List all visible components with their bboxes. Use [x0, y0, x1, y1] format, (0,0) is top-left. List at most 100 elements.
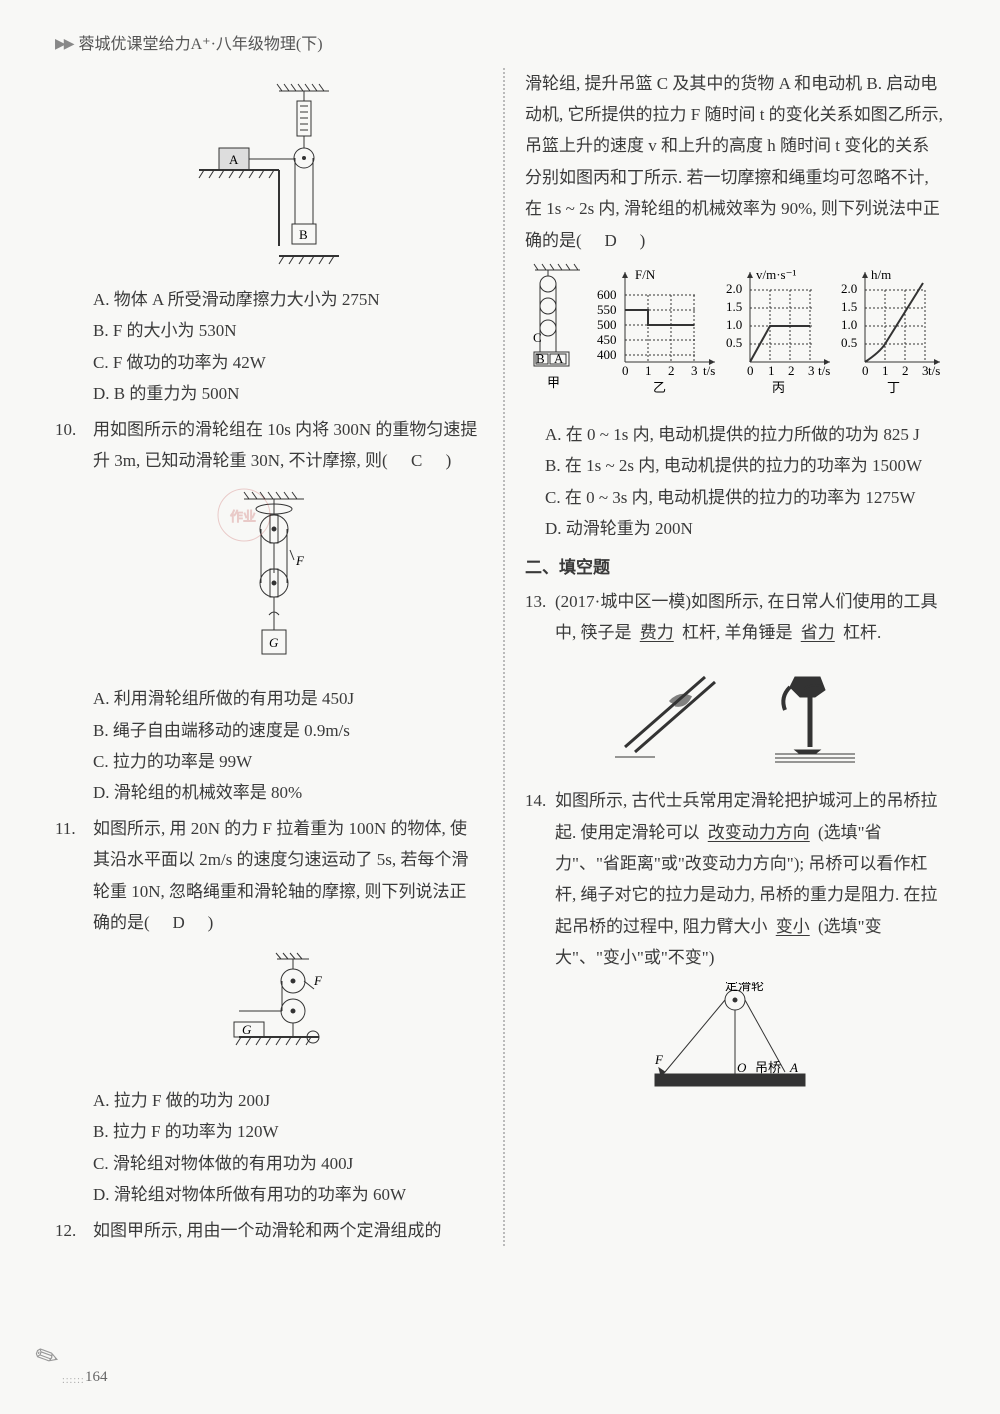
q11-answer: D — [167, 907, 191, 938]
q9-choices: A. 物体 A 所受滑动摩擦力大小为 275N B. F 的大小为 530N C… — [55, 284, 483, 410]
q14-blank2: 变小 — [772, 917, 814, 936]
q10-answer: C — [405, 445, 429, 476]
svg-text:F/N: F/N — [635, 267, 656, 282]
svg-text:2: 2 — [902, 363, 909, 378]
q12-num: 12. — [55, 1215, 93, 1246]
svg-text:B: B — [299, 227, 308, 242]
q10-opt-a: A. 利用滑轮组所做的有用功是 450J — [93, 683, 483, 714]
page-number: 164 — [85, 1364, 108, 1392]
pulley-diagram-q9: A B — [189, 76, 349, 266]
q10-opt-d: D. 滑轮组的机械效率是 80% — [93, 777, 483, 808]
svg-text:O: O — [737, 1060, 747, 1075]
svg-text:1.5: 1.5 — [841, 299, 857, 314]
svg-text:F: F — [295, 553, 305, 568]
svg-text:v/m·s⁻¹: v/m·s⁻¹ — [756, 267, 796, 282]
svg-text:B: B — [536, 351, 545, 366]
q12-choices: A. 在 0 ~ 1s 内, 电动机提供的拉力所做的功为 825 J B. 在 … — [525, 419, 945, 545]
book-title: 蓉城优课堂给力A⁺·八年级物理(下) — [79, 30, 323, 60]
q14-num: 14. — [525, 785, 555, 974]
svg-text:0.5: 0.5 — [726, 335, 742, 350]
svg-text:1: 1 — [645, 363, 652, 378]
svg-text:2.0: 2.0 — [841, 281, 857, 296]
q9-opt-c: C. F 做功的功率为 42W — [93, 347, 483, 378]
q11-num: 11. — [55, 813, 93, 939]
svg-text:吊桥: 吊桥 — [755, 1060, 781, 1075]
q11: 11. 如图所示, 用 20N 的力 F 拉着重为 100N 的物体, 使其沿水… — [55, 813, 483, 939]
q13-figure — [525, 657, 945, 777]
svg-text:1: 1 — [768, 363, 775, 378]
q12-cont: 滑轮组, 提升吊篮 C 及其中的货物 A 和电动机 B. 启动电动机, 它所提供… — [525, 68, 945, 257]
dots-icon: :::::: — [62, 1372, 85, 1391]
svg-text:450: 450 — [597, 332, 617, 347]
q12: 12. 如图甲所示, 用由一个动滑轮和两个定滑组成的 — [55, 1215, 483, 1246]
q12-opt-c: C. 在 0 ~ 3s 内, 电动机提供的拉力的功率为 1275W — [545, 482, 945, 513]
svg-text:2: 2 — [668, 363, 675, 378]
q10-opt-b: B. 绳子自由端移动的速度是 0.9m/s — [93, 715, 483, 746]
q12-graphs: B A C 甲 F/N t/s 400 450 500 550 600 — [525, 262, 945, 412]
q10-figure: F G 作业 — [55, 485, 483, 675]
svg-text:C: C — [533, 330, 542, 345]
q11-figure: G F — [55, 947, 483, 1077]
q10-opt-c: C. 拉力的功率是 99W — [93, 746, 483, 777]
q11-opt-b: B. 拉力 F 的功率为 120W — [93, 1116, 483, 1147]
q10-choices: A. 利用滑轮组所做的有用功是 450J B. 绳子自由端移动的速度是 0.9m… — [55, 683, 483, 809]
q9-opt-b: B. F 的大小为 530N — [93, 315, 483, 346]
q12-opt-b: B. 在 1s ~ 2s 内, 电动机提供的拉力的功率为 1500W — [545, 450, 945, 481]
q13-num: 13. — [525, 586, 555, 649]
svg-text:定滑轮: 定滑轮 — [725, 982, 764, 993]
svg-text:600: 600 — [597, 287, 617, 302]
svg-text:F: F — [313, 973, 323, 988]
svg-text:t/s: t/s — [818, 363, 830, 378]
svg-text:2: 2 — [788, 363, 795, 378]
q11-opt-c: C. 滑轮组对物体做的有用功为 400J — [93, 1148, 483, 1179]
q13-blank1: 费力 — [636, 623, 678, 642]
svg-text:400: 400 — [597, 347, 617, 362]
svg-text:1: 1 — [882, 363, 889, 378]
page-header: ▶▶ 蓉城优课堂给力A⁺·八年级物理(下) — [55, 30, 945, 60]
svg-text:1.0: 1.0 — [841, 317, 857, 332]
svg-text:h/m: h/m — [871, 267, 891, 282]
q14-stem: 如图所示, 古代士兵常用定滑轮把护城河上的吊桥拉起. 使用定滑轮可以 改变动力方… — [555, 785, 945, 974]
q14: 14. 如图所示, 古代士兵常用定滑轮把护城河上的吊桥拉起. 使用定滑轮可以 改… — [525, 785, 945, 974]
svg-text:A: A — [554, 351, 564, 366]
left-column: A B A. 物体 A 所受滑动摩擦力大小为 275N — [55, 68, 483, 1247]
svg-text:甲: 甲 — [547, 375, 560, 390]
svg-text:0: 0 — [622, 363, 629, 378]
svg-text:F: F — [654, 1052, 664, 1067]
q14-figure: 定滑轮 F O 吊桥 A — [525, 982, 945, 1112]
q12-stem: 如图甲所示, 用由一个动滑轮和两个定滑组成的 — [93, 1215, 483, 1246]
svg-text:1.5: 1.5 — [726, 299, 742, 314]
svg-text:乙: 乙 — [653, 380, 666, 395]
q10: 10. 用如图所示的滑轮组在 10s 内将 300N 的重物匀速提升 3m, 已… — [55, 414, 483, 477]
q10-num: 10. — [55, 414, 93, 477]
svg-text:3: 3 — [922, 363, 929, 378]
svg-text:t/s: t/s — [928, 363, 940, 378]
svg-text:丁: 丁 — [887, 380, 900, 395]
svg-text:1.0: 1.0 — [726, 317, 742, 332]
svg-text:3: 3 — [691, 363, 698, 378]
svg-text:500: 500 — [597, 317, 617, 332]
svg-text:0.5: 0.5 — [841, 335, 857, 350]
svg-text:A: A — [789, 1060, 798, 1075]
svg-text:t/s: t/s — [703, 363, 715, 378]
svg-text:3: 3 — [808, 363, 815, 378]
q9-figure: A B — [55, 76, 483, 276]
q12-opt-a: A. 在 0 ~ 1s 内, 电动机提供的拉力所做的功为 825 J — [545, 419, 945, 450]
q11-choices: A. 拉力 F 做的功为 200J B. 拉力 F 的功率为 120W C. 滑… — [55, 1085, 483, 1211]
q14-blank1: 改变动力方向 — [704, 823, 814, 842]
q13: 13. (2017·城中区一模)如图所示, 在日常人们使用的工具中, 筷子是 费… — [525, 586, 945, 649]
q9-opt-d: D. B 的重力为 500N — [93, 378, 483, 409]
q10-stem: 用如图所示的滑轮组在 10s 内将 300N 的重物匀速提升 3m, 已知动滑轮… — [93, 414, 483, 477]
section-2-head: 二、填空题 — [525, 552, 945, 583]
svg-text:G: G — [242, 1022, 252, 1037]
q11-opt-d: D. 滑轮组对物体所做有用功的功率为 60W — [93, 1179, 483, 1210]
q9-opt-a: A. 物体 A 所受滑动摩擦力大小为 275N — [93, 284, 483, 315]
svg-text:G: G — [269, 635, 279, 650]
q12-opt-d: D. 动滑轮重为 200N — [545, 513, 945, 544]
svg-text:0: 0 — [862, 363, 869, 378]
svg-text:丙: 丙 — [772, 380, 785, 395]
svg-text:0: 0 — [747, 363, 754, 378]
q13-stem: (2017·城中区一模)如图所示, 在日常人们使用的工具中, 筷子是 费力 杠杆… — [555, 586, 945, 649]
right-column: 滑轮组, 提升吊篮 C 及其中的货物 A 和电动机 B. 启动电动机, 它所提供… — [503, 68, 945, 1247]
arrow-icon: ▶▶ — [55, 32, 73, 58]
